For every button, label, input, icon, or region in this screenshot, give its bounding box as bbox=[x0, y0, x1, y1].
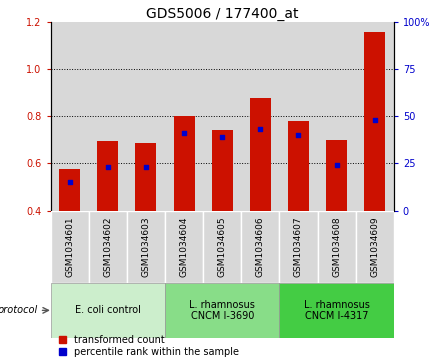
Bar bbox=[279, 283, 394, 338]
Bar bbox=[165, 211, 203, 283]
Bar bbox=[326, 140, 347, 211]
Bar bbox=[318, 22, 356, 211]
Bar bbox=[279, 22, 318, 211]
Title: GDS5006 / 177400_at: GDS5006 / 177400_at bbox=[146, 7, 298, 21]
Text: L. rhamnosus
CNCM I-4317: L. rhamnosus CNCM I-4317 bbox=[304, 299, 370, 321]
Point bbox=[104, 164, 111, 170]
Text: protocol: protocol bbox=[0, 305, 37, 315]
Text: GSM1034607: GSM1034607 bbox=[294, 216, 303, 277]
Point bbox=[66, 179, 73, 185]
Legend: transformed count, percentile rank within the sample: transformed count, percentile rank withi… bbox=[58, 334, 240, 358]
Text: GSM1034602: GSM1034602 bbox=[103, 217, 112, 277]
Text: GSM1034603: GSM1034603 bbox=[141, 216, 150, 277]
Bar bbox=[356, 211, 394, 283]
Bar bbox=[127, 211, 165, 283]
Bar bbox=[364, 32, 385, 211]
Text: L. rhamnosus
CNCM I-3690: L. rhamnosus CNCM I-3690 bbox=[189, 299, 255, 321]
Point bbox=[219, 134, 226, 140]
Bar bbox=[165, 22, 203, 211]
Bar bbox=[97, 141, 118, 211]
Bar bbox=[127, 22, 165, 211]
Bar bbox=[165, 283, 279, 338]
Bar bbox=[59, 169, 80, 211]
Bar bbox=[241, 22, 279, 211]
Text: GSM1034604: GSM1034604 bbox=[180, 217, 189, 277]
Bar bbox=[203, 22, 241, 211]
Point bbox=[371, 117, 378, 123]
Text: GSM1034606: GSM1034606 bbox=[256, 216, 265, 277]
Bar bbox=[318, 211, 356, 283]
Text: GSM1034609: GSM1034609 bbox=[370, 216, 379, 277]
Point bbox=[333, 162, 340, 168]
Point bbox=[257, 126, 264, 132]
Bar bbox=[136, 143, 157, 211]
Text: GSM1034601: GSM1034601 bbox=[65, 216, 74, 277]
Point bbox=[143, 164, 150, 170]
Text: E. coli control: E. coli control bbox=[75, 305, 141, 315]
Text: GSM1034605: GSM1034605 bbox=[218, 216, 227, 277]
Bar bbox=[89, 211, 127, 283]
Bar bbox=[203, 211, 241, 283]
Bar bbox=[279, 211, 318, 283]
Text: GSM1034608: GSM1034608 bbox=[332, 216, 341, 277]
Bar bbox=[250, 98, 271, 211]
Point bbox=[180, 130, 187, 136]
Bar bbox=[356, 22, 394, 211]
Bar bbox=[174, 116, 194, 211]
Bar bbox=[51, 22, 89, 211]
Bar bbox=[212, 130, 233, 211]
Bar bbox=[241, 211, 279, 283]
Bar bbox=[51, 283, 165, 338]
Bar bbox=[51, 211, 89, 283]
Bar bbox=[288, 121, 309, 211]
Point bbox=[295, 132, 302, 138]
Bar bbox=[89, 22, 127, 211]
